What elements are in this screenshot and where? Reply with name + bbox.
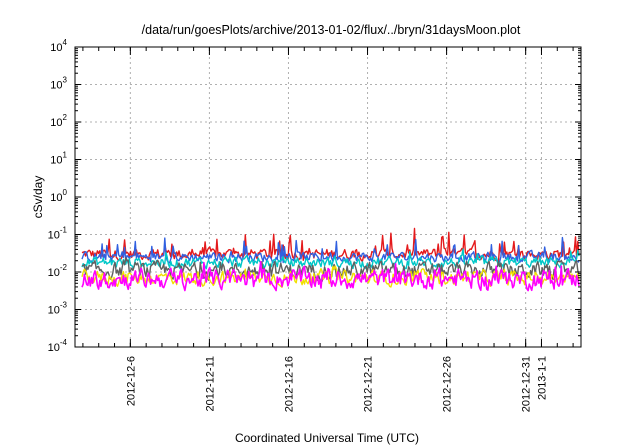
- x-tick-label: 2012-12-6: [125, 356, 137, 406]
- y-tick-label: 102: [50, 113, 67, 129]
- x-tick-label: 2012-12-16: [283, 356, 295, 412]
- y-tick-label: 100: [50, 188, 67, 204]
- y-axis-ticks: 10-4 10-3 10-2 10-1 100 101 102 103 104: [48, 38, 581, 354]
- y-tick-label: 104: [50, 38, 67, 54]
- y-tick-label: 101: [50, 151, 67, 167]
- y-tick-label: 10-4: [48, 338, 68, 354]
- x-tick-label: 2012-12-21: [363, 356, 375, 412]
- series-line-2: [81, 236, 580, 264]
- series-line-3: [81, 248, 580, 270]
- x-axis-label: Coordinated Universal Time (UTC): [235, 431, 419, 445]
- y-tick-label: 10-1: [48, 226, 68, 242]
- x-tick-label: 2012-12-11: [204, 356, 216, 411]
- series-line-6: [81, 260, 580, 292]
- x-tick-label: 2012-12-26: [442, 356, 454, 412]
- chart-title: /data/run/goesPlots/archive/2013-01-02/f…: [142, 23, 521, 37]
- y-tick-label: 103: [50, 76, 67, 92]
- x-axis-ticks: 2012-12-6 2012-12-11 2012-12-16 2012-12-21 2…: [82, 47, 574, 412]
- y-tick-label: 10-3: [48, 301, 68, 317]
- y-tick-label: 10-2: [48, 263, 68, 279]
- y-axis-label: cSv/day: [31, 176, 45, 219]
- series-group: [81, 227, 580, 292]
- x-tick-label: 2013-1-1: [536, 356, 548, 400]
- grid-lines: [75, 47, 581, 347]
- x-tick-label: 2012-12-31: [521, 356, 533, 412]
